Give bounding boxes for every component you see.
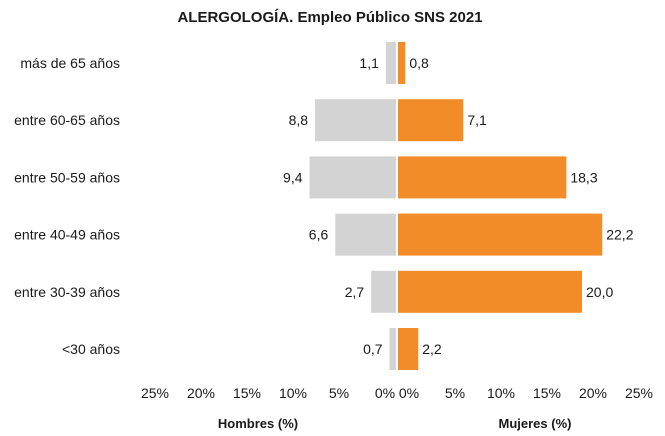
category-label: más de 65 años bbox=[20, 55, 120, 71]
category-label: entre 50-59 años bbox=[14, 169, 120, 185]
bar-hombres bbox=[315, 99, 396, 142]
bar-hombres bbox=[371, 270, 396, 313]
left-axis-label: Hombres (%) bbox=[218, 416, 298, 431]
chart-title: ALERGOLOGÍA. Empleo Público SNS 2021 bbox=[177, 9, 482, 26]
right-axis-tick: 20% bbox=[579, 385, 607, 401]
left-axis-tick: 20% bbox=[187, 385, 215, 401]
right-axis-tick: 25% bbox=[625, 385, 653, 401]
data-label-hombres: 8,8 bbox=[289, 112, 309, 128]
right-axis-tick: 15% bbox=[533, 385, 561, 401]
data-label-mujeres: 0,8 bbox=[409, 55, 429, 71]
bar-mujeres bbox=[398, 270, 582, 313]
data-label-mujeres: 18,3 bbox=[570, 169, 597, 185]
bar-hombres bbox=[385, 42, 396, 84]
right-axis-tick: 10% bbox=[487, 385, 515, 401]
category-label: <30 años bbox=[62, 341, 120, 357]
right-axis-label: Mujeres (%) bbox=[499, 416, 572, 431]
data-label-hombres: 2,7 bbox=[345, 284, 365, 300]
bar-mujeres bbox=[398, 42, 406, 84]
category-label: entre 30-39 años bbox=[14, 284, 120, 300]
bar-mujeres bbox=[398, 328, 419, 370]
data-label-mujeres: 22,2 bbox=[606, 227, 633, 243]
left-axis-tick: 25% bbox=[141, 385, 169, 401]
bar-hombres bbox=[389, 328, 396, 370]
left-axis-tick: 10% bbox=[279, 385, 307, 401]
bar-mujeres bbox=[398, 99, 464, 142]
bar-mujeres bbox=[398, 156, 567, 199]
category-label: entre 40-49 años bbox=[14, 227, 120, 243]
data-label-hombres: 0,7 bbox=[363, 341, 383, 357]
data-label-hombres: 1,1 bbox=[359, 55, 379, 71]
data-label-mujeres: 20,0 bbox=[586, 284, 613, 300]
left-axis-tick: 5% bbox=[329, 385, 349, 401]
category-label: entre 60-65 años bbox=[14, 112, 120, 128]
right-axis-tick: 0% bbox=[399, 385, 419, 401]
data-label-hombres: 9,4 bbox=[283, 169, 303, 185]
left-axis-tick: 0% bbox=[375, 385, 395, 401]
left-axis-tick: 15% bbox=[233, 385, 261, 401]
data-label-hombres: 6,6 bbox=[309, 227, 329, 243]
bar-hombres bbox=[309, 156, 396, 199]
bar-hombres bbox=[335, 213, 396, 256]
right-axis-tick: 5% bbox=[445, 385, 465, 401]
data-label-mujeres: 2,2 bbox=[422, 341, 442, 357]
data-label-mujeres: 7,1 bbox=[467, 112, 487, 128]
bar-mujeres bbox=[398, 213, 603, 256]
